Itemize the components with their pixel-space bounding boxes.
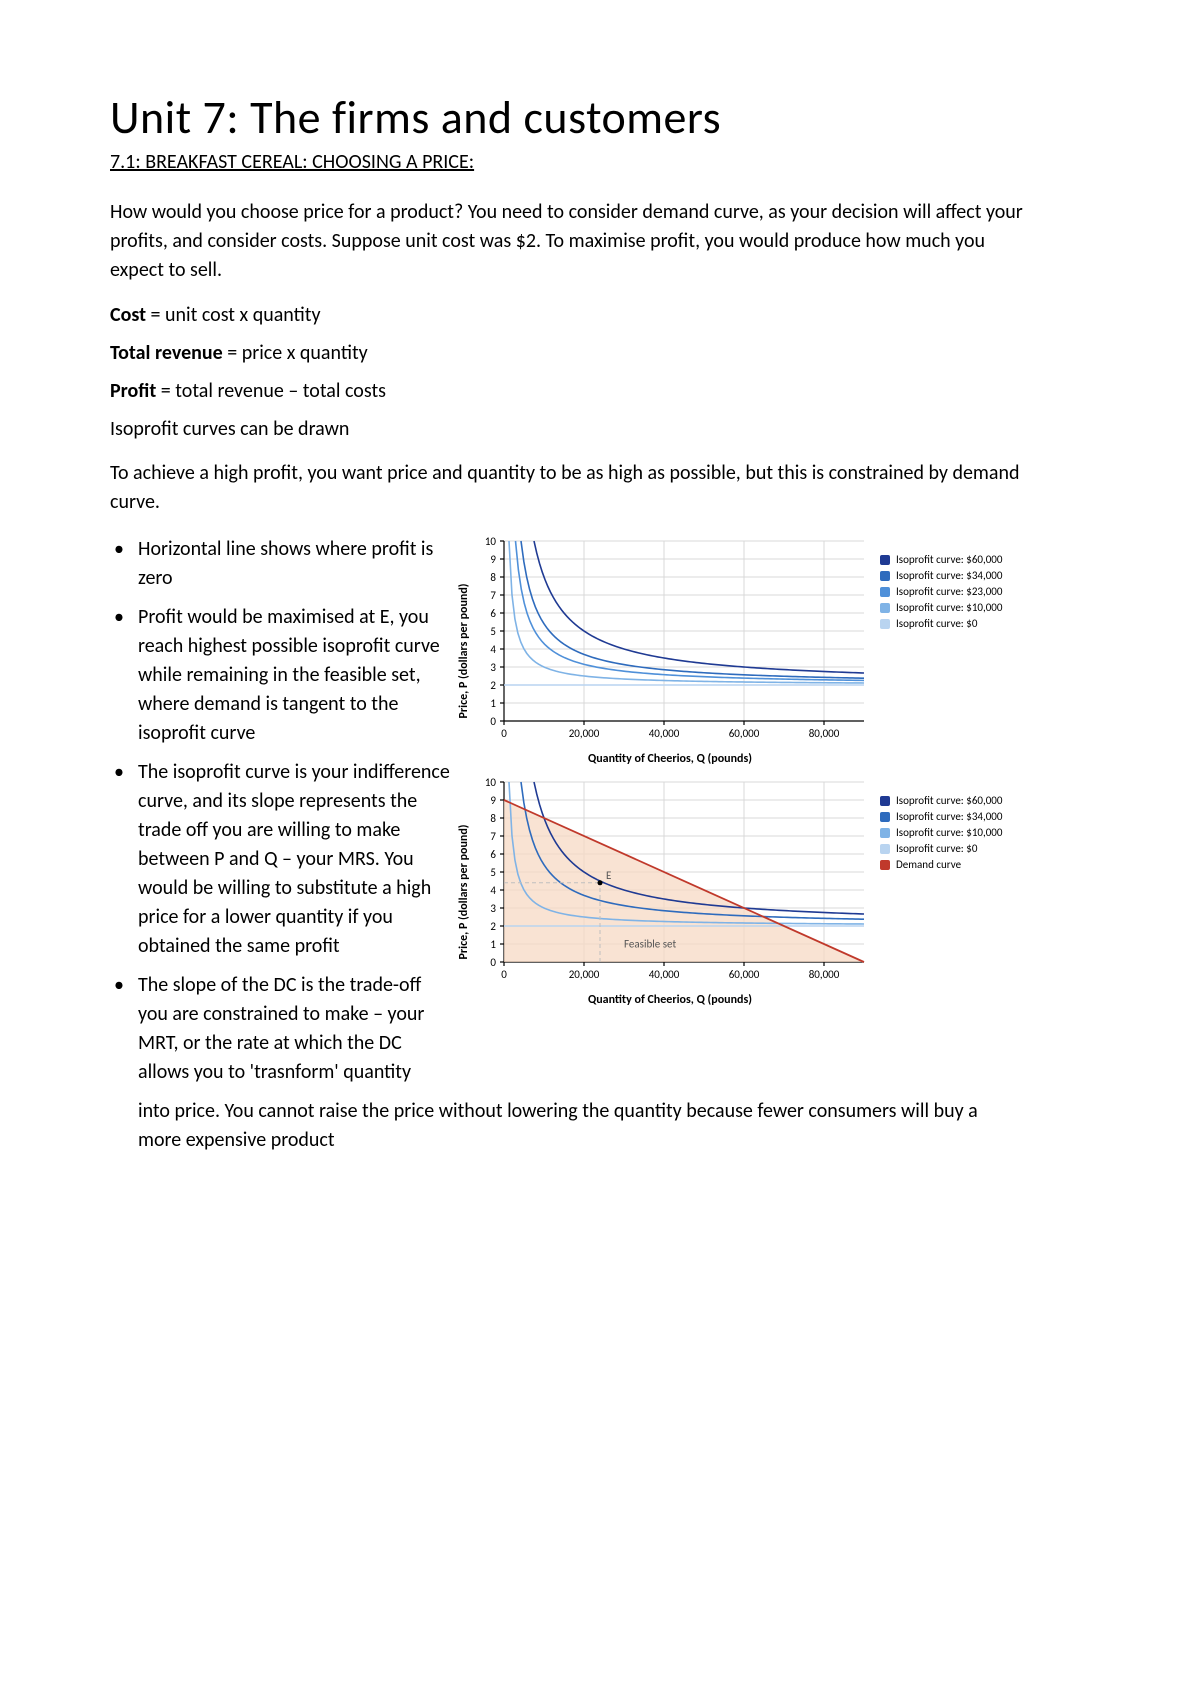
svg-text:E: E [606,869,611,882]
svg-text:20,000: 20,000 [569,727,600,740]
svg-text:7: 7 [490,830,496,843]
legend-swatch [880,812,890,822]
section-heading: 7.1: BREAKFAST CEREAL: CHOOSING A PRICE: [110,150,1100,174]
legend-item: Isoprofit curve: $10,000 [880,826,1002,839]
legend-label: Isoprofit curve: $34,000 [896,810,1002,823]
legend-swatch [880,619,890,629]
legend-swatch [880,603,890,613]
charts-column: Price, P (dollars per pound) 01234567891… [470,535,1100,1017]
svg-text:1: 1 [490,938,496,951]
formula-profit-eq: = total revenue – total costs [156,379,386,403]
svg-text:60,000: 60,000 [729,968,760,981]
document-page: Unit 7: The firms and customers 7.1: BRE… [0,0,1200,1245]
svg-text:4: 4 [490,884,496,897]
legend-item: Isoprofit curve: $60,000 [880,794,1002,807]
list-item: The isoprofit curve is your indifference… [138,758,450,961]
legend-label: Demand curve [896,858,961,871]
chart2-xlabel: Quantity of Cheerios, Q (pounds) [470,993,870,1007]
legend-swatch [880,587,890,597]
formula-profit: Profit = total revenue – total costs [110,379,1100,403]
legend-item: Isoprofit curve: $34,000 [880,810,1002,823]
svg-text:0: 0 [490,715,496,728]
legend-label: Isoprofit curve: $60,000 [896,553,1002,566]
legend-label: Isoprofit curve: $60,000 [896,794,1002,807]
page-title: Unit 7: The firms and customers [110,90,1100,146]
legend-swatch [880,796,890,806]
list-item: Horizontal line shows where profit is ze… [138,535,450,593]
legend-swatch [880,828,890,838]
svg-text:1: 1 [490,697,496,710]
svg-text:2: 2 [490,920,496,933]
svg-text:80,000: 80,000 [809,727,840,740]
svg-text:40,000: 40,000 [649,727,680,740]
svg-text:Feasible set: Feasible set [624,938,676,951]
legend-item: Demand curve [880,858,1002,871]
svg-text:8: 8 [490,571,496,584]
formula-cost-eq: = unit cost x quantity [146,303,320,327]
chart2-legend: Isoprofit curve: $60,000 Isoprofit curve:… [870,776,1002,874]
chart1-legend: Isoprofit curve: $60,000 Isoprofit curve:… [870,535,1002,633]
legend-item: Isoprofit curve: $10,000 [880,601,1002,614]
formula-profit-label: Profit [110,379,156,403]
legend-swatch [880,844,890,854]
svg-text:7: 7 [490,589,496,602]
legend-label: Isoprofit curve: $10,000 [896,826,1002,839]
legend-swatch [880,571,890,581]
chart2-svg: 0 1 2 3 4 5 6 7 8 9 10 0 20,000 40,000 60,000 80,000 E Fe… [470,776,870,986]
svg-text:80,000: 80,000 [809,968,840,981]
svg-text:40,000: 40,000 [649,968,680,981]
svg-text:10: 10 [485,776,497,789]
legend-item: Isoprofit curve: $0 [880,842,1002,855]
svg-text:5: 5 [490,625,496,638]
svg-text:0: 0 [501,968,507,981]
chart1-ylabel: Price, P (dollars per pound) [457,583,471,718]
legend-swatch [880,860,890,870]
svg-text:2: 2 [490,679,496,692]
svg-text:9: 9 [490,553,496,566]
iso-note: Isoprofit curves can be drawn [110,417,1100,441]
formula-revenue: Total revenue = price x quantity [110,341,1100,365]
svg-text:20,000: 20,000 [569,968,600,981]
legend-item: Isoprofit curve: $34,000 [880,569,1002,582]
legend-swatch [880,555,890,565]
formula-cost: Cost = unit cost x quantity [110,303,1100,327]
chart1-svg: 0 1 2 3 4 5 6 7 8 9 10 0 20,000 40,000 60,000 80,000 [470,535,870,745]
svg-text:0: 0 [490,956,496,969]
legend-label: Isoprofit curve: $0 [896,842,977,855]
legend-item: Isoprofit curve: $60,000 [880,553,1002,566]
intro-paragraph: How would you choose price for a product… [110,198,1030,285]
formula-revenue-eq: = price x quantity [223,341,368,365]
svg-text:5: 5 [490,866,496,879]
bullet-list: Horizontal line shows where profit is ze… [110,535,450,1097]
legend-label: Isoprofit curve: $10,000 [896,601,1002,614]
formula-cost-label: Cost [110,303,146,327]
isoprofit-chart-1: Price, P (dollars per pound) 01234567891… [470,535,1100,766]
formula-revenue-label: Total revenue [110,341,223,365]
svg-text:9: 9 [490,794,496,807]
list-item: Profit would be maximised at E, you reac… [138,603,450,748]
svg-text:3: 3 [490,661,496,674]
svg-text:8: 8 [490,812,496,825]
svg-text:0: 0 [501,727,507,740]
svg-text:6: 6 [490,607,496,620]
svg-text:60,000: 60,000 [729,727,760,740]
list-item: The slope of the DC is the trade-off you… [138,971,450,1087]
legend-label: Isoprofit curve: $23,000 [896,585,1002,598]
svg-text:10: 10 [485,535,497,548]
svg-text:6: 6 [490,848,496,861]
legend-label: Isoprofit curve: $0 [896,617,977,630]
isoprofit-chart-2: Price, P (dollars per pound) 01234567891… [470,776,1100,1007]
legend-label: Isoprofit curve: $34,000 [896,569,1002,582]
chart2-ylabel: Price, P (dollars per pound) [457,824,471,959]
svg-text:3: 3 [490,902,496,915]
constraint-paragraph: To achieve a high profit, you want price… [110,459,1030,517]
legend-item: Isoprofit curve: $0 [880,617,1002,630]
legend-item: Isoprofit curve: $23,000 [880,585,1002,598]
svg-text:4: 4 [490,643,496,656]
chart1-xlabel: Quantity of Cheerios, Q (pounds) [470,752,870,766]
tail-paragraph: into price. You cannot raise the price w… [138,1097,1008,1155]
content-two-column: Horizontal line shows where profit is ze… [110,535,1100,1097]
